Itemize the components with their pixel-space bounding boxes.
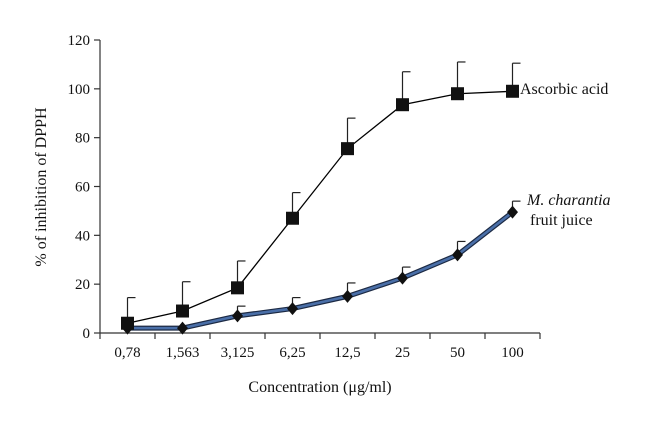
x-tick-label: 12,5 [334,345,360,361]
y-tick-label: 0 [83,326,91,342]
data-point-diamond [452,248,463,262]
y-tick-label: 20 [75,277,90,293]
y-tick-label: 40 [75,228,90,244]
data-point-diamond [397,271,408,285]
x-tick-label: 100 [501,345,524,361]
x-axis-title: Concentration (μg/ml) [248,379,391,396]
y-axis-title: % of inhibition of DPPH [33,107,50,267]
series-layer [121,61,521,335]
y-tick-label: 100 [68,82,91,98]
series-label-m-charantia: M. charantia [526,192,611,209]
y-tick-label: 120 [68,33,91,49]
data-point-diamond [232,309,243,323]
data-point-diamond [342,289,353,303]
axes [99,40,540,334]
x-tick-label: 25 [395,345,410,361]
data-point-square [506,84,519,98]
data-point-diamond [177,321,188,335]
data-point-square [176,304,189,318]
x-tick-label: 3,125 [221,345,255,361]
y-ticks: 0 20 40 60 80 100 120 [68,33,100,342]
x-tick-label: 6,25 [279,345,305,361]
data-point-diamond [287,302,298,316]
data-point-square [121,316,134,330]
series-label-fruit-juice: fruit juice [530,212,593,229]
y-tick-label: 80 [75,131,90,147]
x-tick-label: 1,563 [166,345,200,361]
x-tick-label: 50 [450,345,465,361]
data-point-square [231,281,244,295]
x-tick-label: 0,78 [114,345,140,361]
series-1 [122,200,521,335]
series-line [127,90,513,324]
series-0 [121,61,521,330]
series-line [127,211,514,330]
y-tick-label: 60 [75,180,90,196]
data-point-square [341,142,354,156]
data-point-diamond [507,205,518,219]
data-point-square [451,87,464,101]
data-point-square [286,211,299,225]
data-point-square [396,98,409,112]
series-label-ascorbic-acid: Ascorbic acid [520,81,608,98]
x-ticks: 0,78 1,563 3,125 6,25 12,5 25 50 100 [99,333,541,361]
